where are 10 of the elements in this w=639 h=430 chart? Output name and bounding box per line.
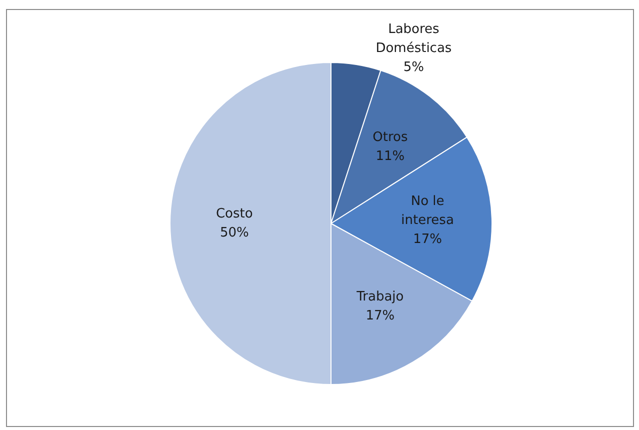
data-label: 5% — [403, 60, 424, 75]
slice-label: No le interesa — [401, 194, 454, 228]
data-label: 17% — [366, 308, 395, 324]
data-label: 17% — [413, 232, 442, 247]
slice-label: Labores Domésticas — [376, 22, 452, 56]
data-label: 11% — [376, 149, 405, 164]
slice-label: Costo — [216, 206, 253, 222]
slice-label: Trabajo — [356, 290, 404, 305]
slice-label: Otros — [372, 130, 408, 146]
data-label: 50% — [220, 225, 249, 240]
